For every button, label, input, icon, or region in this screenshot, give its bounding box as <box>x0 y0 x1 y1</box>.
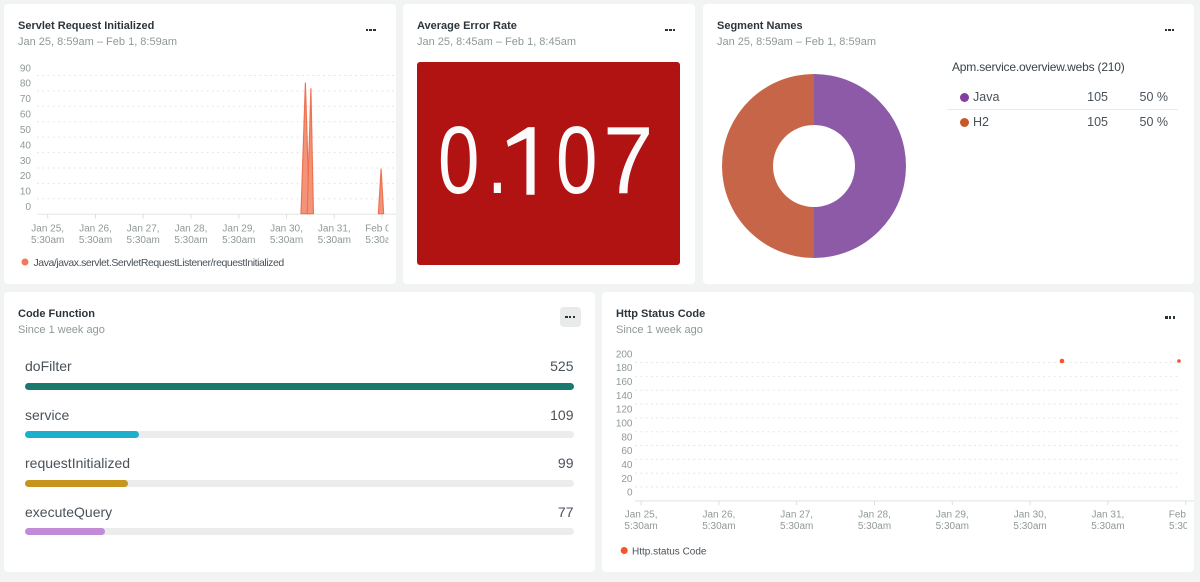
svg-text:Jan 28,: Jan 28, <box>858 510 891 521</box>
svg-text:5:30am: 5:30am <box>174 235 207 246</box>
svg-text:160: 160 <box>616 377 633 388</box>
svg-text:Java/javax.servlet.ServletRequ: Java/javax.servlet.ServletRequestListene… <box>34 257 285 269</box>
svg-text:140: 140 <box>616 391 633 402</box>
svg-text:5:30am: 5:30am <box>365 235 396 246</box>
svg-text:40: 40 <box>20 140 32 151</box>
svg-text:20: 20 <box>621 474 633 485</box>
svg-text:10: 10 <box>20 187 32 198</box>
svg-text:80: 80 <box>621 432 633 443</box>
svg-text:Feb 01,: Feb 01, <box>1169 510 1194 521</box>
svg-text:5:30am: 5:30am <box>222 235 255 246</box>
svg-text:Jan 27,: Jan 27, <box>127 224 160 235</box>
svg-text:Jan 31,: Jan 31, <box>318 224 351 235</box>
svg-text:30: 30 <box>20 156 32 167</box>
svg-text:5:30am: 5:30am <box>858 521 891 532</box>
svg-text:5:30am: 5:30am <box>780 521 813 532</box>
svg-text:Jan 29,: Jan 29, <box>222 224 255 235</box>
svg-text:80: 80 <box>20 79 32 90</box>
svg-text:120: 120 <box>616 405 633 416</box>
svg-text:90: 90 <box>20 63 32 74</box>
svg-text:0: 0 <box>25 202 31 213</box>
svg-text:5:30am: 5:30am <box>127 235 160 246</box>
svg-text:Jan 31,: Jan 31, <box>1091 510 1124 521</box>
svg-text:0: 0 <box>627 488 633 499</box>
svg-text:Jan 30,: Jan 30, <box>270 224 303 235</box>
svg-text:Jan 25,: Jan 25, <box>31 224 64 235</box>
svg-text:200: 200 <box>616 349 633 360</box>
svg-text:Jan 30,: Jan 30, <box>1014 510 1047 521</box>
svg-text:Jan 28,: Jan 28, <box>175 224 208 235</box>
svg-text:70: 70 <box>20 94 32 105</box>
svg-text:5:30am: 5:30am <box>936 521 969 532</box>
svg-text:40: 40 <box>621 460 633 471</box>
svg-text:100: 100 <box>616 418 633 429</box>
svg-text:5:30am: 5:30am <box>1013 521 1046 532</box>
svg-text:180: 180 <box>616 363 633 374</box>
svg-text:5:30am: 5:30am <box>702 521 735 532</box>
svg-text:5:30am: 5:30am <box>624 521 657 532</box>
svg-text:5:30am: 5:30am <box>318 235 351 246</box>
svg-text:20: 20 <box>20 171 32 182</box>
svg-text:60: 60 <box>20 110 32 121</box>
svg-text:Jan 27,: Jan 27, <box>780 510 813 521</box>
svg-text:60: 60 <box>621 446 633 457</box>
svg-text:Http.status Code: Http.status Code <box>632 547 707 558</box>
svg-text:Jan 29,: Jan 29, <box>936 510 969 521</box>
svg-text:5:30am: 5:30am <box>79 235 112 246</box>
svg-text:5:30am: 5:30am <box>1169 521 1194 532</box>
svg-text:Feb 01,: Feb 01, <box>365 224 396 235</box>
svg-text:5:30am: 5:30am <box>31 235 64 246</box>
svg-text:Jan 25,: Jan 25, <box>625 510 658 521</box>
svg-text:Jan 26,: Jan 26, <box>702 510 735 521</box>
svg-text:5:30am: 5:30am <box>1091 521 1124 532</box>
svg-text:50: 50 <box>20 125 32 136</box>
svg-text:Jan 26,: Jan 26, <box>79 224 112 235</box>
svg-text:5:30am: 5:30am <box>270 235 303 246</box>
